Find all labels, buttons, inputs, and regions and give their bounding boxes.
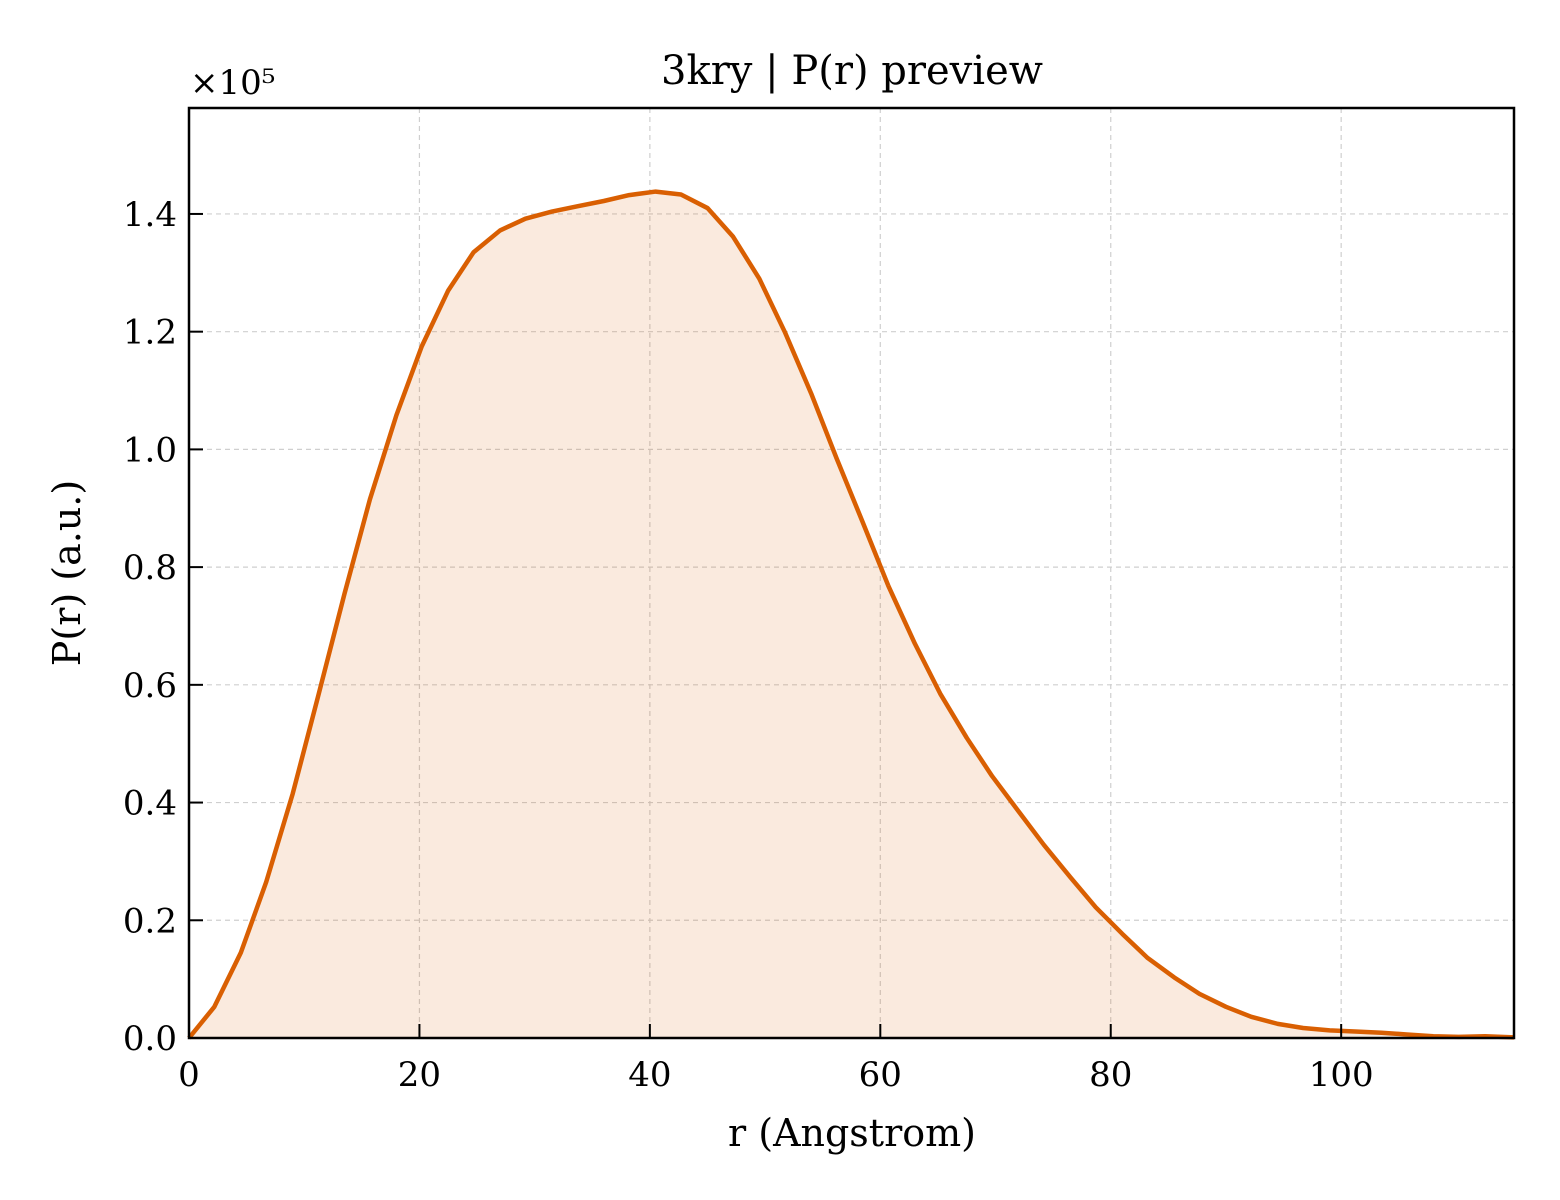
pr-area-fill — [189, 191, 1514, 1038]
x-axis-label: r (Angstrom) — [728, 1111, 976, 1155]
x-tick-label: 60 — [859, 1055, 902, 1095]
x-tick-labels: 0 20 40 60 80 100 — [178, 1055, 1373, 1095]
y-tick-label: 1.0 — [123, 430, 177, 470]
grid — [189, 108, 1514, 1038]
y-multiplier-label: ×10⁵ — [190, 63, 275, 103]
y-tick-labels: 0.0 0.2 0.4 0.6 0.8 1.0 1.2 1.4 — [123, 195, 177, 1059]
x-tick-label: 100 — [1309, 1055, 1374, 1095]
plot-frame — [187, 106, 1516, 1040]
y-tick-label: 0.6 — [123, 666, 177, 706]
y-tick-label: 0.4 — [123, 784, 177, 824]
y-axis-label: P(r) (a.u.) — [45, 480, 89, 666]
axis-ticks — [188, 212, 1343, 1039]
y-tick-label: 0.8 — [123, 548, 177, 588]
x-tick-label: 80 — [1089, 1055, 1132, 1095]
y-tick-label: 0.2 — [123, 901, 177, 941]
x-tick-label: 0 — [178, 1055, 200, 1095]
chart-title: 3kry | P(r) preview — [661, 48, 1043, 94]
y-tick-label: 1.2 — [123, 313, 177, 353]
pr-curve-line — [187, 189, 1515, 1040]
x-tick-label: 40 — [628, 1055, 671, 1095]
x-tick-label: 20 — [398, 1055, 441, 1095]
y-tick-label: 0.0 — [123, 1019, 177, 1059]
y-tick-label: 1.4 — [123, 195, 177, 235]
